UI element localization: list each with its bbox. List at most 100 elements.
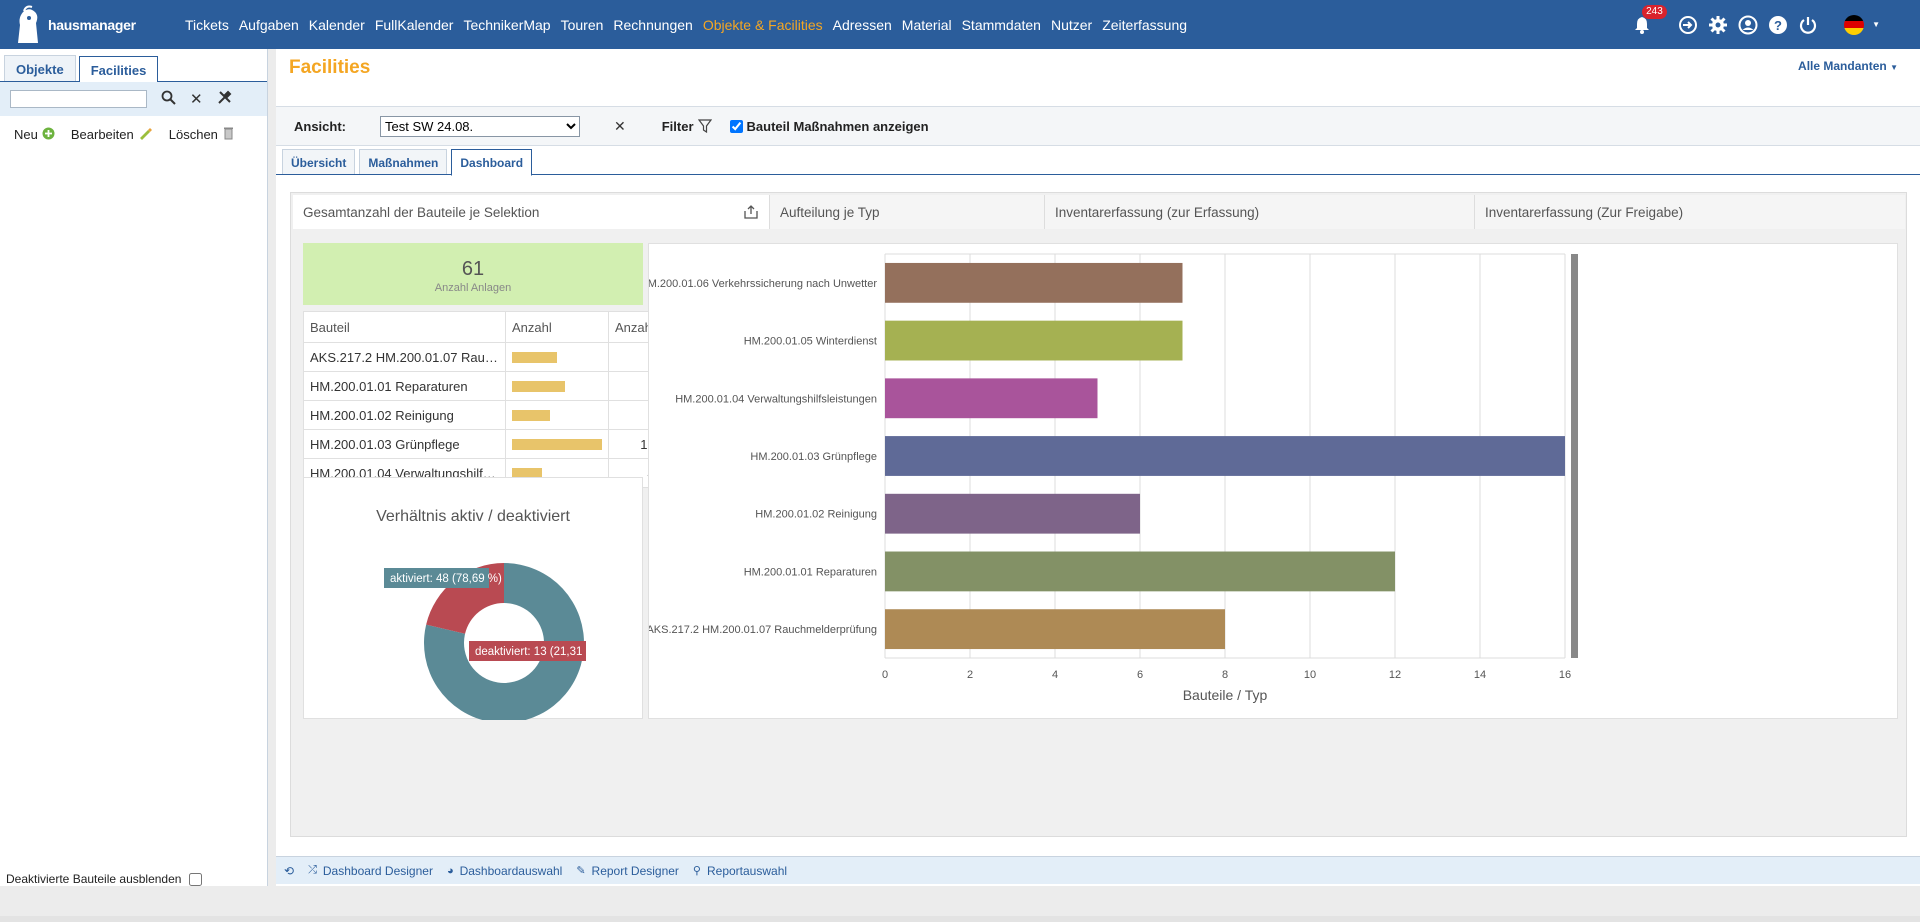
column-header-bauteil[interactable]: Bauteil (303, 311, 506, 343)
tools-icon[interactable] (217, 90, 232, 109)
main-content: Facilities Alle Mandanten ▼ Ansicht: Tes… (276, 49, 1920, 886)
donut-card: Verhältnis aktiv / deaktiviert aktiviert… (303, 477, 643, 720)
nav-item-adressen[interactable]: Adressen (832, 16, 892, 33)
dashboard-selection-button[interactable]: ◕ Dashboardauswahl (447, 864, 562, 878)
kpi-card: 61 Anzahl Anlagen (303, 243, 643, 305)
nav-item-tickets[interactable]: Tickets (185, 16, 229, 33)
bauteil-name: AKS.217.2 HM.200.01.07 Rauchmelderprüfun… (303, 342, 506, 372)
tab-objekte[interactable]: Objekte (4, 55, 76, 81)
x-tick-label: 14 (1474, 669, 1486, 681)
x-axis-label: Bauteile / Typ (1183, 687, 1268, 703)
hide-deactivated-label: Deaktivierte Bauteile ausblenden (6, 872, 182, 886)
nav-item-nutzer[interactable]: Nutzer (1050, 16, 1093, 33)
view-select[interactable]: Test SW 24.08. (380, 115, 580, 137)
left-search-bar: ✕ (0, 82, 267, 116)
clear-view-icon[interactable]: ✕ (614, 117, 626, 134)
dashboard-designer-button[interactable]: ⤮ Dashboard Designer (308, 864, 433, 878)
notification-badge: 243 (1642, 4, 1667, 19)
category-label: HM.200.01.01 Reparaturen (744, 566, 877, 578)
user-icon[interactable] (1736, 13, 1760, 37)
dashboard-selection-label: Dashboardauswahl (459, 863, 563, 878)
nav-item-technikermap[interactable]: TechnikerMap (463, 16, 551, 33)
donut-slice[interactable] (424, 563, 584, 720)
mandanten-dropdown[interactable]: Alle Mandanten ▼ (1798, 59, 1898, 73)
category-label: HM.200.01.05 Winterdienst (744, 336, 877, 348)
bell-icon[interactable]: 243 (1630, 4, 1667, 37)
nav-item-objekte-facilities[interactable]: Objekte & Facilities (702, 16, 823, 33)
tab-uebersicht[interactable]: Übersicht (282, 149, 356, 175)
nav-item-kalender[interactable]: Kalender (308, 16, 365, 33)
bar[interactable] (885, 320, 1183, 361)
add-icon (42, 127, 55, 143)
bar[interactable] (885, 493, 1140, 534)
left-actions: Neu Bearbeiten Löschen (0, 116, 267, 153)
nav-item-rechnungen[interactable]: Rechnungen (613, 16, 693, 33)
nav-item-zeiterfassung[interactable]: Zeiterfassung (1102, 16, 1188, 33)
anzahl-bar (512, 351, 557, 363)
category-label: AKS.217.2 HM.200.01.07 Rauchmelderprüfun… (649, 624, 877, 636)
table-row[interactable]: HM.200.01.03 Grünpflege12 (303, 429, 662, 459)
bauteil-name: HM.200.01.02 Reinigung (303, 400, 506, 430)
nav-item-aufgaben[interactable]: Aufgaben (238, 16, 299, 33)
search-icon[interactable] (161, 90, 176, 109)
x-tick-label: 2 (967, 669, 973, 681)
report-designer-button[interactable]: ✎ Report Designer (576, 864, 679, 878)
power-icon[interactable] (1796, 13, 1820, 37)
nav-item-fullkalender[interactable]: FullKalender (374, 16, 454, 33)
bar[interactable] (885, 378, 1098, 419)
tab-facilities[interactable]: Facilities (78, 56, 159, 82)
filter-label: Filter (661, 118, 694, 134)
gear-icon[interactable] (1706, 13, 1730, 37)
tab-massnahmen[interactable]: Maßnahmen (359, 149, 448, 175)
report-designer-label: Report Designer (591, 863, 679, 878)
search-report-icon: ⚲ (692, 865, 701, 877)
anzahl-bar-cell (505, 400, 609, 430)
language-caret-icon[interactable]: ▼ (1872, 20, 1880, 29)
app-logo[interactable]: hausmanager (0, 0, 185, 49)
dashboard-designer-label: Dashboard Designer (322, 863, 433, 878)
tab-dashboard[interactable]: Dashboard (451, 149, 533, 176)
chart-scrollbar[interactable] (1571, 254, 1578, 658)
hide-deactivated-checkbox[interactable] (189, 872, 203, 886)
bar-chart-card: HM.200.01.06 Verkehrssicherung nach Unwe… (648, 243, 1898, 719)
new-button[interactable]: Neu (14, 126, 55, 143)
donut-chart: aktiviert: 48 (78,69 %) deaktiviert: 13 (… (384, 563, 600, 720)
bar[interactable] (885, 609, 1225, 650)
edit-button[interactable]: Bearbeiten (71, 126, 153, 143)
nav-item-touren[interactable]: Touren (560, 16, 604, 33)
filter-button[interactable]: Filter (662, 119, 712, 134)
table-row[interactable]: HM.200.01.01 Reparaturen7 (303, 371, 662, 401)
svg-text:?: ? (1774, 18, 1782, 33)
page-title: Facilities (289, 57, 371, 78)
bar[interactable] (885, 262, 1183, 303)
anzahl-bar-cell (505, 371, 609, 401)
help-icon[interactable]: ? (1766, 13, 1790, 37)
dashboard-tab-gesamtanzahl[interactable]: Gesamtanzahl der Bauteile je Selektion (293, 195, 770, 229)
table-row[interactable]: AKS.217.2 HM.200.01.07 Rauchmelderprüfun… (303, 342, 662, 372)
dashboard-tabs: Gesamtanzahl der Bauteile je Selektion A… (293, 195, 1905, 229)
search-input[interactable] (10, 90, 147, 108)
anzahl-bar (512, 467, 542, 479)
dashboard-tab-label: Gesamtanzahl der Bauteile je Selektion (303, 204, 540, 220)
clear-search-icon[interactable]: ✕ (190, 91, 203, 108)
bar[interactable] (885, 551, 1395, 592)
delete-button[interactable]: Löschen (169, 126, 235, 143)
kpi-label: Anzahl Anlagen (434, 282, 512, 294)
refresh-icon[interactable]: ⟲ (284, 863, 295, 878)
dashboard-tab-aufteilung[interactable]: Aufteilung je Typ (770, 195, 1045, 229)
dashboard-tab-inventar-erfassung[interactable]: Inventarerfassung (zur Erfassung) (1045, 195, 1475, 229)
bar[interactable] (885, 436, 1565, 476)
table-row[interactable]: HM.200.01.02 Reinigung5 (303, 400, 662, 430)
hide-deactivated-option: Deaktivierte Bauteile ausblenden (6, 872, 203, 886)
language-flag-icon[interactable] (1844, 14, 1865, 35)
login-icon[interactable] (1676, 13, 1700, 37)
column-header-anzahl-bar[interactable]: Anzahl (505, 311, 609, 343)
x-tick-label: 10 (1304, 669, 1316, 681)
report-selection-button[interactable]: ⚲ Reportauswahl (693, 864, 787, 878)
show-measures-checkbox[interactable] (729, 119, 743, 133)
export-icon[interactable] (743, 204, 759, 220)
dashboard-tab-inventar-freigabe[interactable]: Inventarerfassung (Zur Freigabe) (1475, 195, 1905, 229)
nav-item-material[interactable]: Material (901, 16, 952, 33)
x-tick-label: 6 (1137, 669, 1143, 681)
nav-item-stammdaten[interactable]: Stammdaten (961, 16, 1041, 33)
